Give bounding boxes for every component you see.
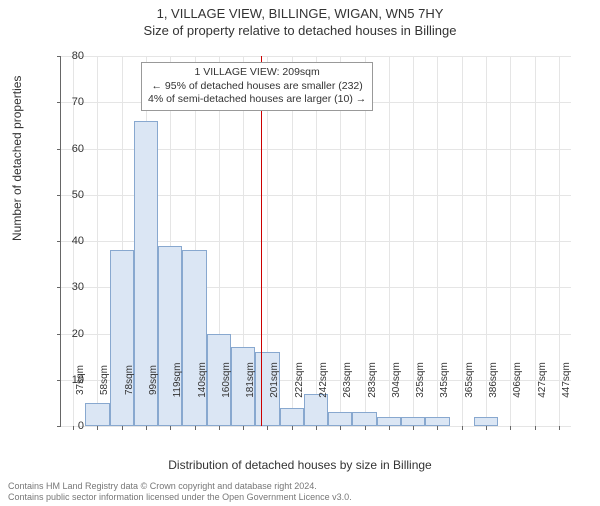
xtick-label: 427sqm: [537, 362, 548, 398]
xtick-mark: [195, 426, 196, 430]
xtick-mark: [486, 426, 487, 430]
xtick-mark: [122, 426, 123, 430]
xtick-label: 263sqm: [342, 362, 353, 398]
xtick-label: 99sqm: [148, 365, 159, 395]
annotation-line: 4% of semi-detached houses are larger (1…: [148, 93, 366, 107]
xtick-label: 365sqm: [464, 362, 475, 398]
annotation-line: 1 VILLAGE VIEW: 209sqm: [148, 66, 366, 80]
histogram-bar: [377, 417, 401, 426]
xtick-label: 242sqm: [318, 362, 329, 398]
gridline-v: [486, 56, 487, 426]
xtick-mark: [389, 426, 390, 430]
xtick-label: 78sqm: [124, 365, 135, 395]
histogram-bar: [328, 412, 352, 426]
ytick-label: 50: [72, 189, 84, 201]
xtick-label: 140sqm: [197, 362, 208, 398]
xtick-mark: [413, 426, 414, 430]
gridline-v: [389, 56, 390, 426]
xtick-mark: [462, 426, 463, 430]
ytick-mark: [57, 56, 61, 57]
xtick-label: 345sqm: [439, 362, 450, 398]
ytick-mark: [57, 334, 61, 335]
xtick-label: 119sqm: [172, 363, 183, 398]
gridline-v: [292, 56, 293, 426]
histogram-bar: [352, 412, 376, 426]
xtick-label: 325sqm: [415, 362, 426, 398]
histogram-bar: [85, 403, 109, 426]
xtick-label: 304sqm: [391, 362, 402, 398]
xtick-mark: [97, 426, 98, 430]
ytick-mark: [57, 149, 61, 150]
ytick-label: 40: [72, 235, 84, 247]
ytick-label: 80: [72, 50, 84, 62]
histogram-bar: [110, 250, 134, 426]
xtick-mark: [292, 426, 293, 430]
gridline-v: [462, 56, 463, 426]
x-axis-label: Distribution of detached houses by size …: [0, 458, 600, 472]
xtick-label: 222sqm: [294, 362, 305, 398]
ytick-mark: [57, 102, 61, 103]
xtick-mark: [170, 426, 171, 430]
xtick-label: 37sqm: [75, 365, 86, 395]
xtick-mark: [316, 426, 317, 430]
xtick-mark: [437, 426, 438, 430]
histogram-bar: [280, 408, 304, 427]
ytick-label: 0: [78, 420, 84, 432]
footer-line-1: Contains HM Land Registry data © Crown c…: [8, 481, 352, 492]
xtick-label: 160sqm: [221, 362, 232, 398]
xtick-mark: [73, 426, 74, 430]
ytick-mark: [57, 241, 61, 242]
ytick-mark: [57, 426, 61, 427]
ytick-label: 20: [72, 328, 84, 340]
xtick-mark: [510, 426, 511, 430]
xtick-label: 201sqm: [269, 362, 280, 398]
xtick-mark: [365, 426, 366, 430]
chart-title-main: 1, VILLAGE VIEW, BILLINGE, WIGAN, WN5 7H…: [0, 6, 600, 21]
xtick-label: 406sqm: [512, 362, 523, 398]
histogram-bar: [182, 250, 206, 426]
xtick-label: 181sqm: [245, 362, 256, 398]
ytick-label: 30: [72, 281, 84, 293]
footer-line-2: Contains public sector information licen…: [8, 492, 352, 503]
xtick-label: 283sqm: [367, 362, 378, 398]
xtick-mark: [243, 426, 244, 430]
xtick-mark: [219, 426, 220, 430]
ytick-label: 70: [72, 96, 84, 108]
xtick-label: 58sqm: [99, 365, 110, 395]
reference-vline: [261, 56, 262, 426]
xtick-label: 386sqm: [488, 362, 499, 398]
xtick-mark: [340, 426, 341, 430]
ytick-label: 60: [72, 143, 84, 155]
xtick-mark: [146, 426, 147, 430]
ytick-mark: [57, 287, 61, 288]
annotation-line: ← 95% of detached houses are smaller (23…: [148, 80, 366, 94]
ytick-mark: [57, 195, 61, 196]
ytick-mark: [57, 380, 61, 381]
histogram-bar: [425, 417, 449, 426]
y-axis-label: Number of detached properties: [10, 76, 24, 241]
histogram-bar: [158, 246, 182, 426]
gridline-v: [535, 56, 536, 426]
histogram-bar: [401, 417, 425, 426]
xtick-mark: [559, 426, 560, 430]
annotation-box: 1 VILLAGE VIEW: 209sqm← 95% of detached …: [141, 62, 373, 111]
xtick-mark: [535, 426, 536, 430]
gridline-v: [365, 56, 366, 426]
histogram-bar: [304, 394, 328, 426]
gridline-v: [559, 56, 560, 426]
gridline-v: [316, 56, 317, 426]
gridline-v: [413, 56, 414, 426]
chart-title-sub: Size of property relative to detached ho…: [0, 23, 600, 38]
histogram-bar: [474, 417, 498, 426]
xtick-label: 447sqm: [561, 362, 572, 398]
xtick-mark: [267, 426, 268, 430]
